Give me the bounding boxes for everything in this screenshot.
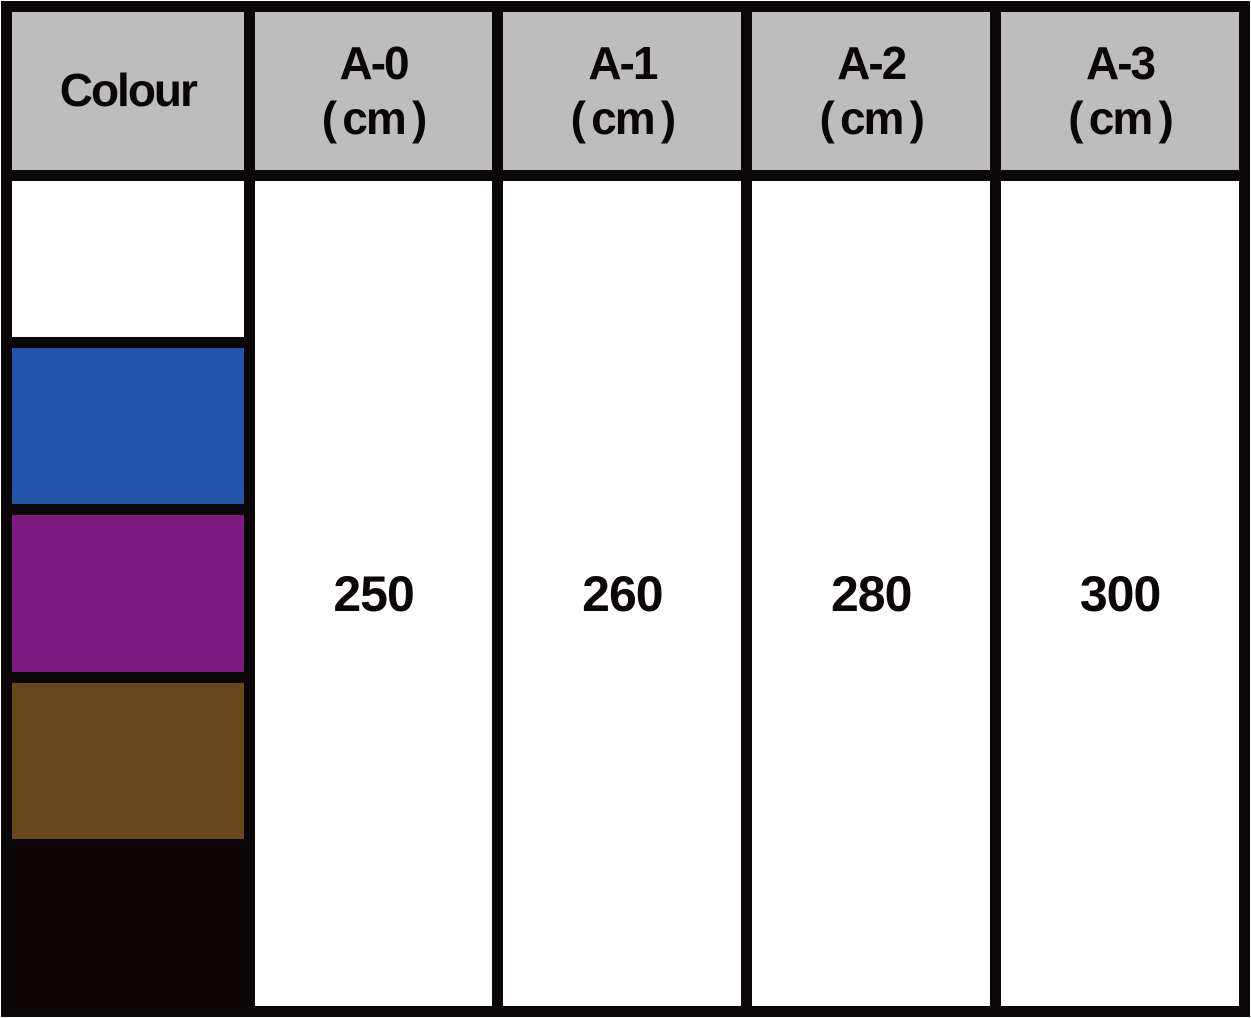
swatch-purple xyxy=(1,504,255,683)
value-cell-a1: 260 xyxy=(492,170,753,1017)
table-row xyxy=(1,838,1245,1018)
header-cell-a2: A-2 ( cm ) xyxy=(741,1,1002,181)
a0-header-unit: ( cm ) xyxy=(321,92,428,144)
a0-header-label: A-0 xyxy=(339,36,409,89)
value-cell-a2: 280 xyxy=(741,170,1002,1017)
swatch-white xyxy=(1,169,255,349)
swatch-blue xyxy=(1,337,255,516)
table-row xyxy=(1,671,1245,850)
header-cell-a3: A-3 ( cm ) xyxy=(990,1,1250,181)
colour-header-label: Colour xyxy=(59,64,198,117)
a2-header-label: A-2 xyxy=(837,36,907,89)
a3-header-label: A-3 xyxy=(1086,36,1156,89)
a2-header-unit: ( cm ) xyxy=(819,92,925,144)
table-row xyxy=(1,337,1245,516)
a1-header-label: A-1 xyxy=(588,36,658,89)
header-cell-colour: Colour xyxy=(1,1,255,181)
table-row: 250 260 280 300 xyxy=(1,169,1250,1017)
header-cell-a1: A-1 ( cm ) xyxy=(492,1,753,181)
a1-header-unit: ( cm ) xyxy=(570,92,677,144)
header-row: Colour A-0 ( cm ) A-1 ( cm ) A-2 ( cm ) … xyxy=(1,1,1250,181)
swatch-black xyxy=(1,838,255,1018)
swatch-brown xyxy=(1,671,255,850)
table-row xyxy=(1,504,1245,683)
a3-header-unit: ( cm ) xyxy=(1068,92,1174,144)
value-cell-a0: 250 xyxy=(243,170,504,1017)
header-cell-a0: A-0 ( cm ) xyxy=(243,1,504,181)
value-cell-a3: 300 xyxy=(990,170,1250,1017)
